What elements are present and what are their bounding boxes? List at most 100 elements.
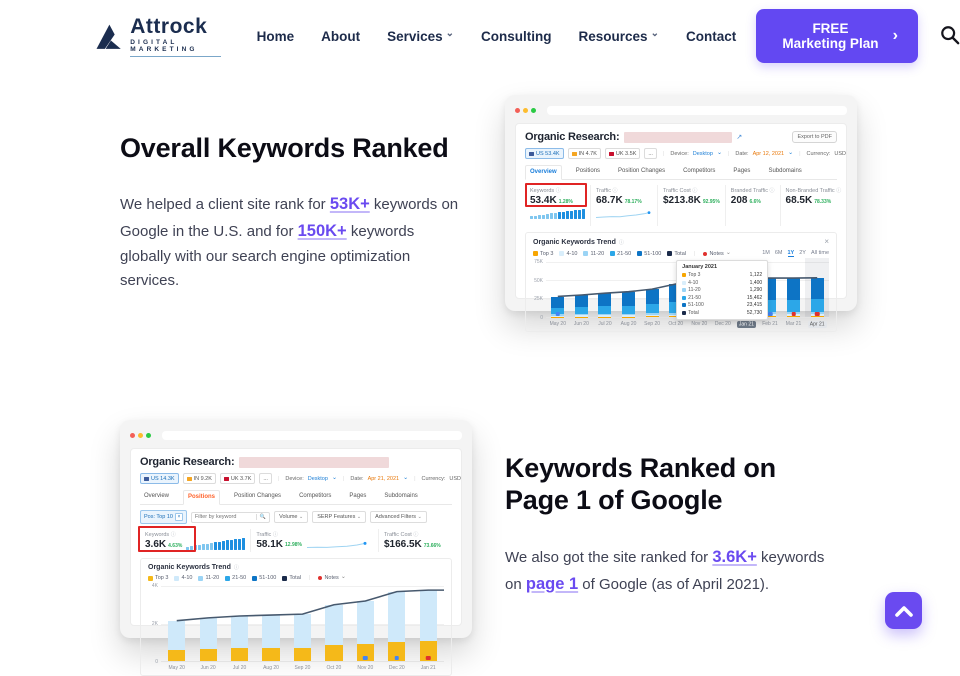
link-150k[interactable]: 150K+ xyxy=(297,222,347,241)
tooltip-row: 11-20 1,290 xyxy=(682,287,762,293)
logo-name: Attrock xyxy=(130,14,208,38)
info-icon: ⓘ xyxy=(618,239,624,246)
device-value: Desktop xyxy=(692,150,713,157)
trend-chart-1: January 2021 Top 3 1,122 4-10 1,400 11-20 1,2… xyxy=(546,258,829,320)
legend-item: 21-50 xyxy=(610,251,631,257)
x-axis-label: Aug 20 xyxy=(263,665,279,671)
dashboard-title: Organic Research: xyxy=(525,131,620,143)
link-3-6k[interactable]: 3.6K+ xyxy=(712,547,757,566)
tab-pages: Pages xyxy=(733,168,751,174)
info-icon: ⓘ xyxy=(233,565,239,571)
volume-dropdown: Volume ⌄ xyxy=(274,511,309,523)
free-marketing-plan-button[interactable]: FREE Marketing Plan › xyxy=(756,9,918,63)
legend-item: 51-100 xyxy=(637,251,661,257)
trend-bar xyxy=(810,277,824,317)
tab-overview: Overview xyxy=(525,165,562,180)
browser-chrome-bar xyxy=(515,103,847,117)
link-53k[interactable]: 53K+ xyxy=(329,195,370,214)
nav-resources[interactable]: Resources ⌄ xyxy=(578,28,659,44)
link-page-1[interactable]: page 1 xyxy=(525,574,579,593)
x-axis-labels: May 20 Jun 20 Jul 20 Aug 20 Sep 20 Oct 20 Nov … xyxy=(161,665,444,671)
advanced-filters-dropdown: Advanced Filters ⌄ xyxy=(370,511,427,523)
nav-services[interactable]: Services ⌄ xyxy=(387,28,455,44)
country-badge-us: US 14.3K xyxy=(140,473,179,484)
x-axis-label: May 20 xyxy=(168,665,185,671)
dashboard-tabs: Overview Positions Position Changes Comp… xyxy=(140,490,452,505)
range-selector: 1M 6M 1Y 2Y All time xyxy=(762,250,829,257)
nav-about[interactable]: About xyxy=(321,28,361,44)
country-badge-in: IN 4.7K xyxy=(567,148,601,159)
nav-consulting[interactable]: Consulting xyxy=(481,28,552,44)
dashboard-filters: US 14.3K IN 9.2K UK 3.7K ... | Device: De… xyxy=(140,473,461,484)
keyword-filter-input xyxy=(191,514,256,520)
x-axis-label: Feb 21 xyxy=(762,321,778,327)
metric-non-branded-traffic: Non-Branded Traffic ⓘ 68.5K 78.33% xyxy=(779,185,847,226)
chevron-down-icon: ⌄ xyxy=(299,514,304,520)
tab-position-changes: Position Changes xyxy=(618,168,666,174)
trend-bar xyxy=(622,291,635,317)
organic-research-dashboard-1: Organic Research: ↗ Export to PDF US 53.… xyxy=(515,123,847,332)
search-button[interactable] xyxy=(940,25,960,48)
country-badge-more: ... xyxy=(644,148,657,159)
tooltip-row: 4-10 1,400 xyxy=(682,280,762,286)
uk-flag-icon xyxy=(608,151,614,156)
section-1-heading: Overall Keywords Ranked xyxy=(120,133,449,163)
note-marker xyxy=(791,311,796,316)
traffic-sparkline xyxy=(595,211,651,218)
redacted-domain xyxy=(624,131,733,143)
metrics-row: Keywords ⓘ 3.6K 4.63% Traffic ⓘ 58.1K 12.9… xyxy=(138,526,452,552)
address-bar xyxy=(547,105,847,115)
serp-features-dropdown: SERP Features ⌄ xyxy=(312,511,367,523)
x-axis-label: Apr 21 xyxy=(807,320,827,328)
y-axis: 4K 2K 0 xyxy=(151,583,158,665)
tab-positions: Positions xyxy=(575,168,601,174)
scroll-to-top-button[interactable] xyxy=(885,592,922,629)
notes-control: Notes ⌄ xyxy=(318,574,346,581)
main-nav: Home About Services ⌄ Consulting Resource… xyxy=(257,29,737,44)
tooltip-row: Total 52,730 xyxy=(682,310,762,316)
attrock-logo[interactable]: Attrock DIGITAL MARKETING xyxy=(95,16,221,57)
x-axis-label: Jul 20 xyxy=(232,665,247,671)
window-close-dot xyxy=(515,107,520,113)
traffic-sparkline xyxy=(306,541,367,548)
x-axis-label: Aug 20 xyxy=(620,321,637,327)
x-axis-labels: May 20 Jun 20 Jul 20 Aug 20 Sep 20 Oct 20 Nov … xyxy=(546,320,829,328)
tab-competitors: Competitors xyxy=(683,168,716,174)
total-trend-line xyxy=(161,586,444,661)
chart-tooltip: January 2021 Top 3 1,122 4-10 1,400 11-20 1,2… xyxy=(676,260,769,320)
window-maximize-dot xyxy=(531,107,536,113)
x-axis-label: Nov 20 xyxy=(357,665,374,671)
tab-subdomains: Subdomains xyxy=(384,493,418,499)
x-axis-label: Jun 20 xyxy=(200,665,216,671)
nav-home[interactable]: Home xyxy=(256,28,295,44)
info-icon: ⓘ xyxy=(769,188,775,194)
x-axis-label: Sep 20 xyxy=(644,321,661,327)
country-badge-uk: UK 3.5K xyxy=(604,148,641,159)
legend-item: Top 3 xyxy=(148,575,168,581)
organic-research-dashboard-2: Organic Research: US 14.3K IN 9.2K UK 3.… xyxy=(130,448,462,676)
x-axis-label: Mar 21 xyxy=(785,321,802,327)
legend-item: 21-50 xyxy=(225,575,246,581)
metric-keywords: Keywords ⓘ 3.6K 4.63% xyxy=(138,526,250,552)
uk-flag-icon xyxy=(223,476,229,481)
nav-contact[interactable]: Contact xyxy=(685,28,737,44)
chevron-down-icon: ⌄ xyxy=(417,514,422,520)
pos-top10-chip: Pos: Top 10 × xyxy=(140,510,187,524)
x-axis-label: May 20 xyxy=(549,321,566,327)
chevron-down-icon: ⌄ xyxy=(356,514,362,520)
window-maximize-dot xyxy=(146,432,151,438)
trend-legend: Top 3 4-10 11-20 21-50 51-100 Total xyxy=(533,251,686,257)
close-icon: × xyxy=(174,513,183,521)
attrock-logo-icon xyxy=(96,24,121,49)
external-link-icon: ↗ xyxy=(736,134,743,141)
section-1-paragraph: We helped a client site rank for 53K+ ke… xyxy=(120,195,459,290)
info-icon: ⓘ xyxy=(836,188,842,194)
legend-item: 4-10 xyxy=(559,251,577,257)
x-axis-label: Jan 21 xyxy=(420,665,436,671)
country-badge-more: ... xyxy=(259,473,272,484)
legend-item: Top 3 xyxy=(533,251,553,257)
notes-control: Notes ⌄ xyxy=(703,250,731,257)
country-badge-in: IN 9.2K xyxy=(182,473,216,484)
device-value: Desktop xyxy=(307,475,328,482)
metric-traffic: Traffic ⓘ 68.7K 78.17% xyxy=(590,185,657,226)
